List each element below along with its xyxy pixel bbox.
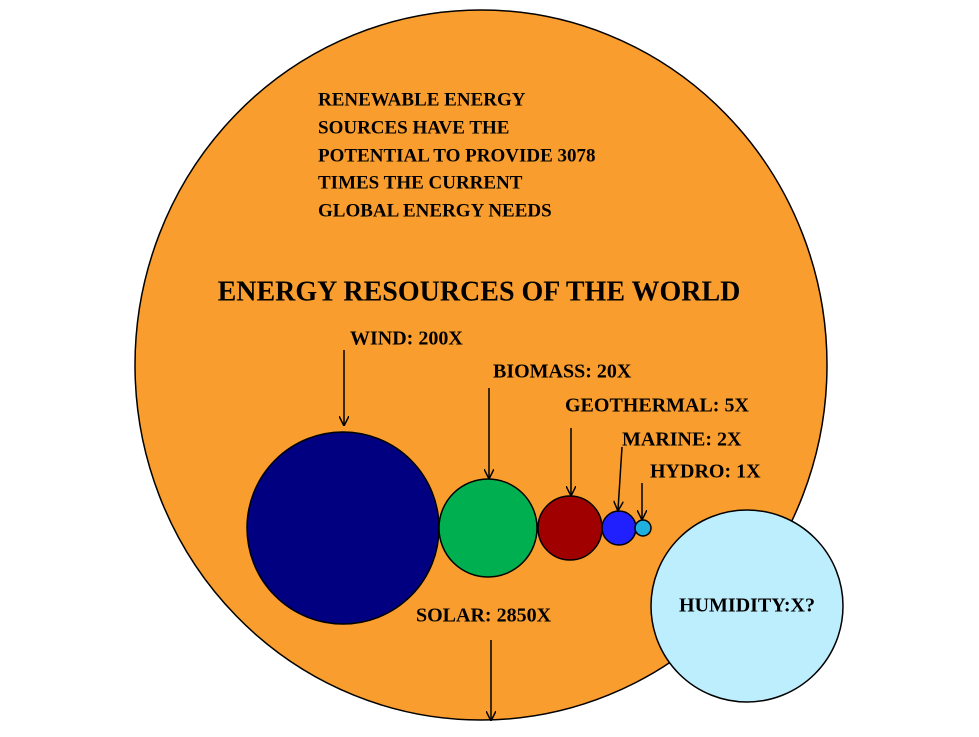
label: GEOTHERMAL: 5X <box>565 395 749 417</box>
label: SOLAR: 2850X <box>416 605 552 627</box>
biomass-circle <box>438 478 538 578</box>
label: HUMIDITY:X? <box>679 595 815 617</box>
note-line: GLOBAL ENERGY NEEDS <box>318 200 552 221</box>
humidity-circle <box>650 509 844 703</box>
note-line: SOURCES HAVE THE <box>318 117 509 138</box>
label: MARINE: 2X <box>622 429 742 451</box>
marine-circle <box>601 510 637 546</box>
wind-circle <box>246 431 440 625</box>
note-line: TIMES THE CURRENT <box>318 172 523 193</box>
arrows <box>344 350 642 720</box>
hydro-circle <box>634 519 652 537</box>
title: ENERGY RESOURCES OF THE WORLD <box>218 276 741 307</box>
label: HYDRO: 1X <box>650 461 761 483</box>
note-line: POTENTIAL TO PROVIDE 3078 <box>318 145 596 166</box>
arrow <box>618 446 622 510</box>
label: BIOMASS: 20X <box>493 361 632 383</box>
label: WIND: 200X <box>350 328 463 350</box>
note-line: RENEWABLE ENERGY <box>318 89 526 110</box>
geothermal-circle <box>537 495 603 561</box>
